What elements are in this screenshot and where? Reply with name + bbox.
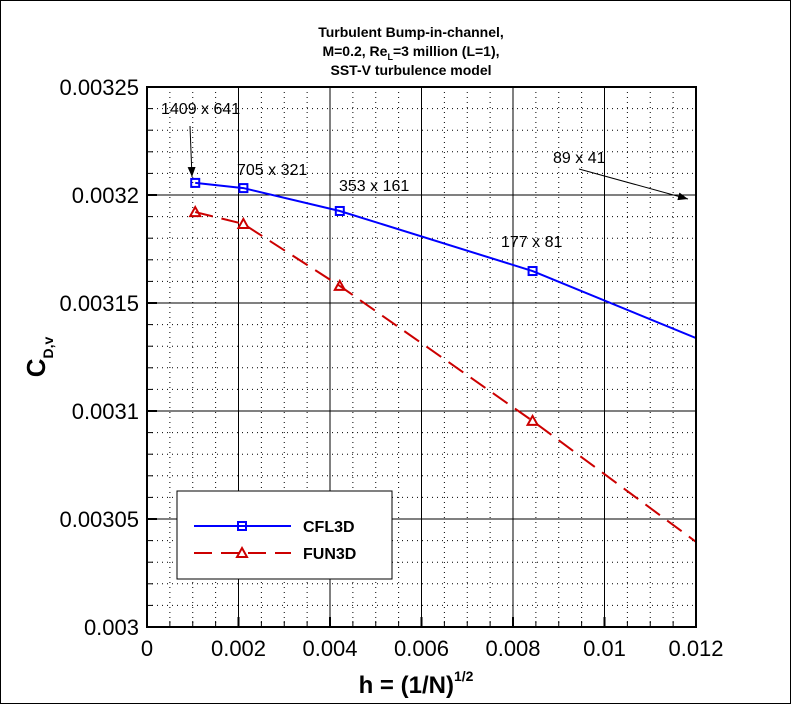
data-point-cfl3d bbox=[527, 266, 538, 277]
legend-marker-square bbox=[237, 521, 247, 531]
x-tick-label: 0.006 bbox=[394, 636, 449, 661]
data-point-fun3d bbox=[188, 205, 202, 218]
x-tick-label: 0.01 bbox=[583, 636, 626, 661]
x-tick-label: 0.012 bbox=[668, 636, 723, 661]
y-tick-label: 0.00315 bbox=[59, 291, 139, 316]
annotation-353: 353 x 161 bbox=[339, 178, 409, 195]
annotation-arrow-1409 bbox=[187, 125, 196, 178]
x-tick-label: 0.004 bbox=[302, 636, 357, 661]
y-tick-label: 0.0032 bbox=[72, 183, 139, 208]
chart-title-line2: M=0.2, ReL=3 million (L=1), bbox=[322, 43, 499, 62]
data-point-fun3d bbox=[236, 216, 251, 229]
annotation-arrow-89 bbox=[578, 168, 689, 201]
y-tick-label: 0.00305 bbox=[59, 507, 139, 532]
ticks: 0 0.002 0.004 0.006 0.008 0.01 0.012 0.003 0.003… bbox=[59, 75, 723, 661]
x-tick-label: 0.008 bbox=[485, 636, 540, 661]
data-point-cfl3d bbox=[190, 177, 201, 188]
chart-title-line1: Turbulent Bump-in-channel, bbox=[318, 24, 504, 40]
data-point-cfl3d bbox=[238, 183, 249, 194]
legend: CFL3D FUN3D bbox=[176, 490, 393, 580]
series-line-fun3d bbox=[194, 211, 696, 544]
annotation-705: 705 x 321 bbox=[237, 162, 307, 179]
x-tick-label: 0.002 bbox=[211, 636, 266, 661]
chart-title-line3: SST-V turbulence model bbox=[330, 62, 491, 78]
legend-label-cfl3d: CFL3D bbox=[303, 519, 355, 536]
annotation-1409: 1409 x 641 bbox=[161, 101, 240, 118]
series-layer bbox=[188, 177, 696, 544]
y-axis-label: CD,v bbox=[21, 337, 56, 378]
data-point-cfl3d bbox=[334, 205, 345, 216]
data-point-fun3d bbox=[333, 278, 347, 291]
y-tick-label: 0.003 bbox=[84, 615, 139, 640]
y-tick-label: 0.0031 bbox=[72, 399, 139, 424]
annotation-177: 177 x 81 bbox=[501, 234, 562, 251]
x-tick-label: 0 bbox=[141, 636, 153, 661]
legend-marker-triangle bbox=[235, 545, 249, 558]
data-point-fun3d bbox=[525, 413, 540, 426]
legend-label-fun3d: FUN3D bbox=[303, 546, 356, 563]
y-tick-label: 0.00325 bbox=[59, 75, 139, 100]
annotation-89: 89 x 41 bbox=[553, 150, 606, 167]
x-axis-label: h = (1/N)1/2 bbox=[359, 668, 474, 699]
series-line-cfl3d bbox=[195, 181, 696, 340]
